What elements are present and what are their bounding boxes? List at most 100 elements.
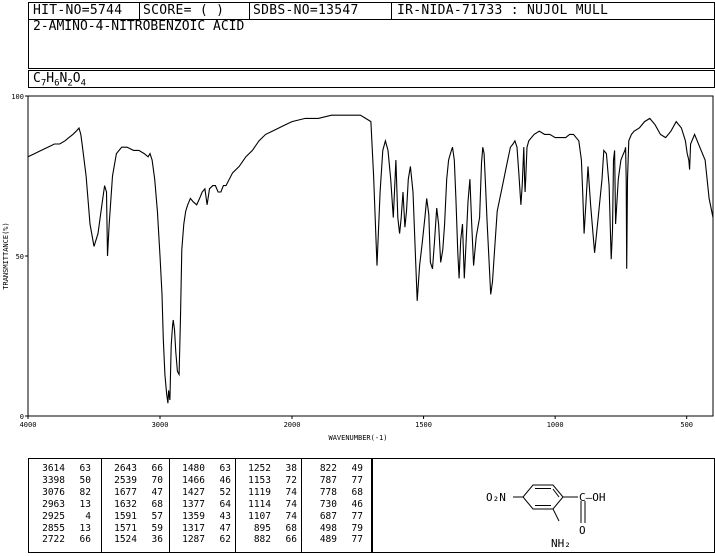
ir-spectrum-chart: 0 50 100 4000 3000 2000 1500 1000 500 TRANSMITT… [2,93,714,442]
peak-wavenumber: 1427 [182,486,205,498]
peak-table-divider [301,459,302,552]
peak-transmittance: 13 [79,522,91,534]
peak-transmittance: 38 [285,463,297,474]
peak-row: 2963 13 [35,499,91,511]
peak-wavenumber: 2963 [42,498,65,510]
peak-transmittance: 66 [151,463,163,474]
peak-table-divider [235,459,236,552]
peak-table: 3614 63 3398 50 3076 82 2963 13 2925 4 2855 13 2722 6… [28,458,372,553]
formula-count: 4 [80,78,86,89]
peak-transmittance: 68 [151,498,163,510]
header-divider [249,3,250,19]
peak-wavenumber: 3076 [42,486,65,498]
peak-table-column: 822 49 787 77 778 68 730 46 687 77 498 79 489 77 [307,463,363,556]
peak-row: 2643 66 [107,463,163,475]
peak-row: 882 66 [241,534,297,546]
peak-row: 1252 38 [241,463,297,475]
x-tick-label: 1500 [415,421,432,429]
hit-number: HIT-NO=5744 [33,3,123,18]
structure-box: O₂N C—OH O NH₂ [372,458,715,553]
header-divider [391,3,392,19]
peak-transmittance: 64 [219,498,231,510]
x-tick-label: 4000 [20,421,37,429]
peak-row: 489 77 [307,534,363,546]
peak-table-column: 1480 63 1466 46 1427 52 1377 64 1359 43 1317 47 1287… [175,463,231,556]
peak-row: 1107 74 [241,511,297,523]
peak-transmittance: 57 [151,510,163,522]
peak-table-divider [169,459,170,552]
peak-row: 730 46 [307,499,363,511]
formula-element: H [46,71,55,86]
nitro-label: O₂N [486,491,506,504]
peak-wavenumber: 1114 [248,498,271,510]
x-tick-label: 3000 [152,421,169,429]
peak-wavenumber: 3398 [42,474,65,486]
score: SCORE= ( ) [143,3,225,18]
peak-table-divider [101,459,102,552]
peak-transmittance: 77 [351,534,363,546]
peak-transmittance: 70 [151,474,163,486]
peak-row: 1287 62 [175,534,231,546]
peak-row: 1677 47 [107,487,163,499]
peak-wavenumber: 2925 [42,510,65,522]
peak-wavenumber: 822 [319,463,337,474]
peak-transmittance: 50 [79,474,91,486]
peak-wavenumber: 882 [253,534,271,546]
peak-wavenumber: 895 [253,522,271,534]
peak-row: 1571 59 [107,523,163,535]
peak-row: 2855 13 [35,523,91,535]
peak-row: 1377 64 [175,499,231,511]
peak-transmittance: 43 [219,510,231,522]
ir-nida-info: IR-NIDA-71733 : NUJOL MULL [397,3,609,18]
peak-row: 1427 52 [175,487,231,499]
formula-count: 7 [40,78,47,89]
x-tick-label: 1000 [547,421,564,429]
peak-wavenumber: 1252 [248,463,271,474]
peak-row: 1119 74 [241,487,297,499]
peak-row: 1480 63 [175,463,231,475]
peak-wavenumber: 1287 [182,534,205,546]
peak-wavenumber: 1480 [182,463,205,474]
peak-wavenumber: 2855 [42,522,65,534]
peak-transmittance: 46 [219,474,231,486]
peak-row: 2539 70 [107,475,163,487]
peak-transmittance: 63 [79,463,91,474]
amine-label: NH₂ [551,537,571,550]
peak-transmittance: 52 [219,486,231,498]
peak-wavenumber: 778 [319,486,337,498]
peak-wavenumber: 2643 [114,463,137,474]
peak-row: 1359 43 [175,511,231,523]
benzene-ring [522,484,564,510]
peak-wavenumber: 730 [319,498,337,510]
peak-row: 1153 72 [241,475,297,487]
peak-row: 687 77 [307,511,363,523]
chemical-structure: O₂N C—OH O NH₂ [486,484,606,550]
spectrum-line [27,114,714,404]
x-tick-label: 500 [680,421,693,429]
formula-box: C7H6N2O4 [28,70,715,89]
peak-wavenumber: 498 [319,522,337,534]
peak-transmittance: 13 [79,498,91,510]
peak-row: 1524 36 [107,534,163,546]
peak-transmittance: 79 [351,522,363,534]
peak-wavenumber: 489 [319,534,337,546]
peak-transmittance: 66 [79,534,91,546]
peak-wavenumber: 687 [319,510,337,522]
peak-wavenumber: 1359 [182,510,205,522]
peak-row: 1317 47 [175,523,231,535]
y-axis-label: TRANSMITTANCE(%) [2,222,10,289]
peak-wavenumber: 1591 [114,510,137,522]
peak-transmittance: 46 [351,498,363,510]
peak-row: 778 68 [307,487,363,499]
peak-wavenumber: 2539 [114,474,137,486]
peak-row: 1114 74 [241,499,297,511]
compound-name: 2-AMINO-4-NITROBENZOIC ACID [33,19,245,34]
peak-wavenumber: 3614 [42,463,65,474]
formula-element: C [33,71,41,86]
peak-row: 1466 46 [175,475,231,487]
peak-transmittance: 74 [285,486,297,498]
peak-row: 1632 68 [107,499,163,511]
peak-wavenumber: 1466 [182,474,205,486]
peak-transmittance: 59 [151,522,163,534]
peak-transmittance: 4 [85,510,91,522]
